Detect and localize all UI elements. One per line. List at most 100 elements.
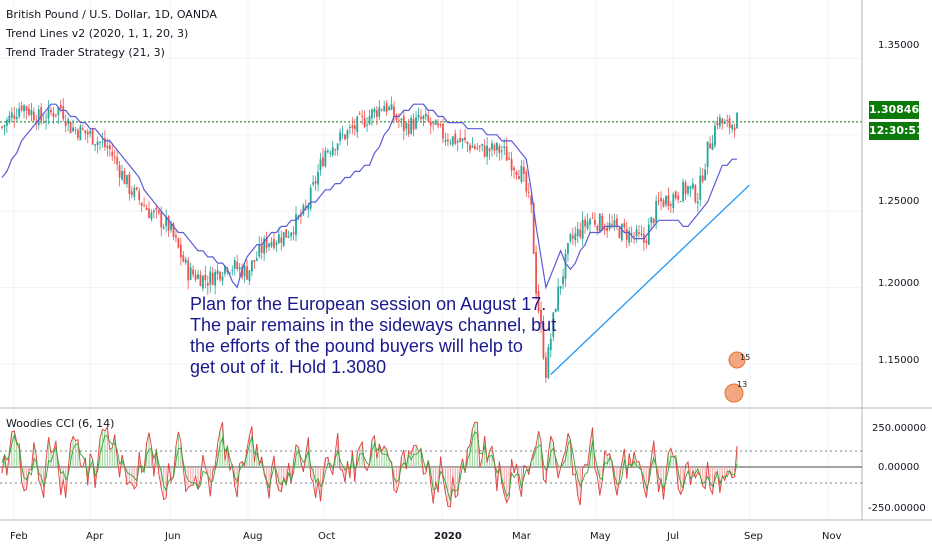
candle [447, 133, 449, 147]
price-axis[interactable]: 1.35000 1.25000 1.20000 1.15000 250.0000… [868, 40, 926, 514]
candle [701, 168, 704, 184]
candle [248, 270, 251, 285]
candle [488, 147, 491, 160]
candle-body [554, 309, 557, 312]
candle-body [393, 106, 395, 118]
candle-body [221, 276, 224, 281]
candle-body [356, 116, 359, 133]
candle [81, 124, 84, 131]
candle [608, 213, 611, 232]
candle-body [118, 165, 121, 178]
candle [270, 237, 273, 249]
candle [579, 222, 582, 240]
candle-body [77, 130, 79, 139]
candle [8, 111, 11, 125]
candle-body [380, 109, 383, 111]
candle-body [454, 133, 457, 144]
y-tick-label: 1.25000 [878, 196, 919, 207]
time-axis[interactable]: Feb Apr Jun Aug Oct 2020 Mar May Jul Sep… [10, 531, 842, 542]
candle-body [32, 111, 35, 121]
candle-body [268, 243, 270, 247]
y-tick-label: 250.00000 [872, 423, 926, 434]
candle [42, 115, 45, 124]
symbol-title[interactable]: British Pound / U.S. Dollar, 1D, OANDA [6, 8, 217, 21]
candle [393, 101, 395, 124]
candle [402, 110, 405, 141]
candle-body [427, 115, 430, 122]
candle [50, 107, 52, 116]
candle [400, 117, 403, 127]
candle [515, 170, 518, 180]
candle [684, 179, 687, 201]
candle [652, 217, 655, 226]
candle-body [711, 143, 714, 150]
event-badge-icon[interactable] [724, 383, 744, 403]
candle-body [591, 217, 594, 219]
candle [74, 126, 77, 135]
candle [331, 140, 334, 157]
annotation-text[interactable]: Plan for the European session on August … [190, 294, 556, 378]
ascending-trend-line[interactable] [550, 184, 750, 375]
candle-body [52, 113, 55, 118]
event-badge-icon[interactable] [728, 351, 746, 369]
candle-body [96, 141, 99, 146]
indicator-woodies-cci[interactable]: Woodies CCI (6, 14) [6, 417, 115, 430]
candle-body [579, 229, 582, 237]
candle [557, 278, 560, 313]
candle [69, 121, 72, 134]
candle-body [6, 119, 8, 126]
x-tick-label: Jun [164, 531, 181, 542]
indicator-trend-trader[interactable]: Trend Trader Strategy (21, 3) [6, 46, 165, 59]
candle [716, 116, 719, 130]
y-tick-label: 1.15000 [878, 355, 919, 366]
candle-body [30, 109, 33, 116]
candle [733, 123, 736, 138]
candle-body [25, 106, 28, 111]
candle-body [439, 124, 442, 126]
candle-body [148, 208, 150, 218]
candle-body [214, 271, 217, 286]
candle-body [581, 219, 584, 239]
x-tick-label: Nov [822, 531, 842, 542]
candle-body [679, 201, 682, 203]
candle [6, 117, 8, 134]
candle [216, 264, 219, 281]
candle-body [143, 205, 145, 207]
candle [275, 240, 278, 252]
candle-body [650, 217, 653, 224]
candle-body [620, 224, 623, 241]
candle [126, 174, 128, 188]
candle-body [300, 214, 302, 217]
candle [545, 352, 547, 383]
candle [574, 226, 577, 247]
candle-body [608, 222, 611, 229]
candle-body [194, 274, 197, 280]
candle-body [657, 200, 660, 202]
candle-body [351, 125, 354, 128]
indicator-trend-lines[interactable]: Trend Lines v2 (2020, 1, 1, 20, 3) [6, 27, 189, 40]
candle [424, 106, 427, 121]
candle-body [451, 136, 454, 145]
candle [547, 343, 550, 379]
candle-body [537, 291, 540, 312]
candle [616, 214, 618, 231]
candle [55, 114, 57, 118]
event-badges[interactable]: 15 13 [724, 351, 750, 403]
candle [1, 125, 3, 130]
candle-body [375, 109, 378, 117]
candle-body [322, 157, 324, 167]
candle-body [94, 144, 96, 146]
candle-body [496, 143, 498, 151]
candle [417, 107, 420, 122]
candle [251, 260, 253, 276]
candle-body [726, 120, 729, 122]
candle-body [287, 236, 290, 238]
candle-body [72, 127, 74, 132]
candle-body [167, 216, 170, 231]
candle [672, 191, 675, 214]
candle [314, 175, 317, 191]
candle-body [1, 126, 3, 128]
candle [45, 112, 47, 130]
candle-body [170, 223, 172, 230]
